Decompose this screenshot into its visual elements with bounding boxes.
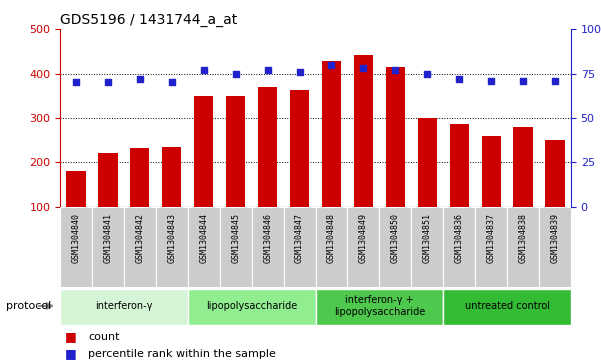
Bar (418, 118, 437, 207)
Text: GSM1304846: GSM1304846 (263, 213, 272, 263)
Bar (411, 207, 443, 287)
Point (486, 78, 496, 83)
Point (359, 65, 368, 71)
Bar (475, 207, 507, 287)
Text: GSM1304847: GSM1304847 (295, 213, 304, 263)
Text: GSM1304838: GSM1304838 (519, 213, 528, 263)
Text: protocol: protocol (6, 301, 51, 311)
Bar (316, 207, 347, 287)
Point (423, 70, 432, 77)
Text: ■: ■ (65, 347, 77, 360)
Bar (156, 207, 188, 287)
Bar (252, 207, 284, 287)
Point (327, 62, 337, 68)
Bar (124, 207, 156, 287)
Bar (481, 136, 501, 207)
Text: untreated control: untreated control (465, 301, 549, 311)
Bar (513, 127, 532, 207)
Text: GSM1304843: GSM1304843 (167, 213, 176, 263)
Bar (443, 289, 571, 325)
Point (263, 67, 272, 73)
Text: GSM1304837: GSM1304837 (487, 213, 496, 263)
Bar (386, 67, 405, 207)
Text: GSM1304849: GSM1304849 (359, 213, 368, 263)
Text: GSM1304841: GSM1304841 (103, 213, 112, 263)
Bar (188, 207, 220, 287)
Bar (92, 207, 124, 287)
Text: GSM1304848: GSM1304848 (327, 213, 336, 263)
Text: interferon-γ +
lipopolysaccharide: interferon-γ + lipopolysaccharide (334, 295, 425, 317)
Bar (99, 153, 118, 207)
Bar (67, 171, 86, 207)
Bar (539, 207, 571, 287)
Text: GSM1304836: GSM1304836 (455, 213, 464, 263)
Text: GSM1304840: GSM1304840 (72, 213, 81, 263)
Bar (443, 207, 475, 287)
Text: GSM1304844: GSM1304844 (200, 213, 209, 263)
Bar (316, 289, 443, 325)
Text: percentile rank within the sample: percentile rank within the sample (88, 349, 276, 359)
Text: interferon-γ: interferon-γ (95, 301, 153, 311)
Bar (220, 207, 252, 287)
Bar (162, 147, 182, 207)
Bar (258, 87, 277, 207)
Bar (507, 207, 539, 287)
Bar (290, 90, 309, 207)
Bar (188, 289, 316, 325)
Point (454, 76, 464, 82)
Text: lipopolysaccharide: lipopolysaccharide (206, 301, 297, 311)
Point (231, 70, 240, 77)
Text: GSM1304845: GSM1304845 (231, 213, 240, 263)
Bar (60, 289, 188, 325)
Text: GSM1304851: GSM1304851 (423, 213, 432, 263)
Point (518, 78, 528, 83)
Bar (347, 207, 379, 287)
Bar (284, 207, 316, 287)
Text: count: count (88, 332, 120, 342)
Text: GSM1304842: GSM1304842 (135, 213, 144, 263)
Bar (450, 124, 469, 207)
Point (199, 67, 209, 73)
Point (135, 76, 145, 82)
Text: GSM1304850: GSM1304850 (391, 213, 400, 263)
Text: ■: ■ (65, 330, 77, 343)
Point (103, 79, 113, 85)
Bar (354, 55, 373, 207)
Point (550, 78, 560, 83)
Point (72, 79, 81, 85)
Text: GSM1304839: GSM1304839 (551, 213, 560, 263)
Bar (545, 140, 564, 207)
Point (391, 67, 400, 73)
Point (167, 79, 177, 85)
Bar (322, 61, 341, 207)
Bar (226, 96, 245, 207)
Bar (130, 148, 150, 207)
Text: GDS5196 / 1431744_a_at: GDS5196 / 1431744_a_at (60, 13, 237, 26)
Bar (60, 207, 92, 287)
Bar (194, 96, 213, 207)
Point (294, 69, 304, 75)
Bar (379, 207, 411, 287)
